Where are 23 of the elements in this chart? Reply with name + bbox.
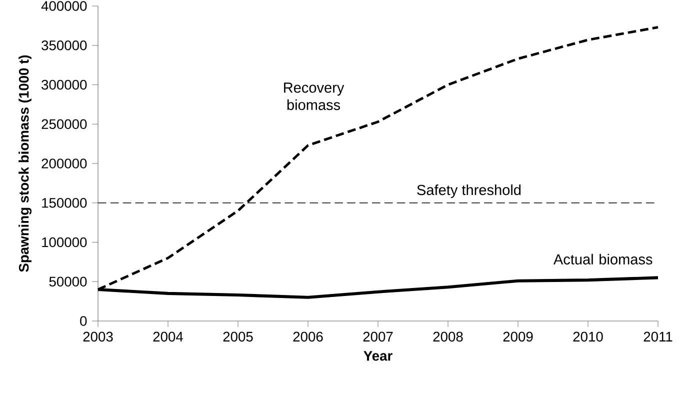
y-tick-label: 100000: [42, 237, 87, 248]
y-tick-label: 50000: [49, 276, 87, 287]
series-label: Recovery biomass: [284, 82, 344, 110]
ref-line-label: Safety threshold: [417, 184, 521, 198]
series-label: Actual biomass: [553, 254, 652, 265]
x-tick-label: 2010: [573, 332, 603, 342]
x-tick-label: 2005: [223, 332, 253, 342]
y-tick-label: 200000: [42, 158, 87, 168]
x-tick-label: 2003: [83, 332, 113, 342]
x-tick-label: 2009: [503, 332, 533, 342]
y-tick-label: 250000: [42, 119, 87, 130]
y-tick-label: 350000: [42, 40, 87, 50]
x-tick-label: 2011: [644, 332, 672, 342]
x-axis-title: Year: [364, 351, 392, 361]
x-tick-label: 2008: [433, 332, 463, 342]
y-tick-label: 400000: [41, 1, 87, 11]
x-tick-label: 2006: [293, 332, 323, 342]
x-tick-label: 2007: [363, 332, 393, 342]
y-axis-title: Spawning stock biomass (1000 t): [18, 55, 32, 272]
y-tick-label: 300000: [42, 80, 87, 90]
y-tick-label: 150000: [42, 198, 87, 208]
y-tick-label: 0: [80, 316, 87, 326]
x-tick-label: 2004: [153, 332, 183, 342]
